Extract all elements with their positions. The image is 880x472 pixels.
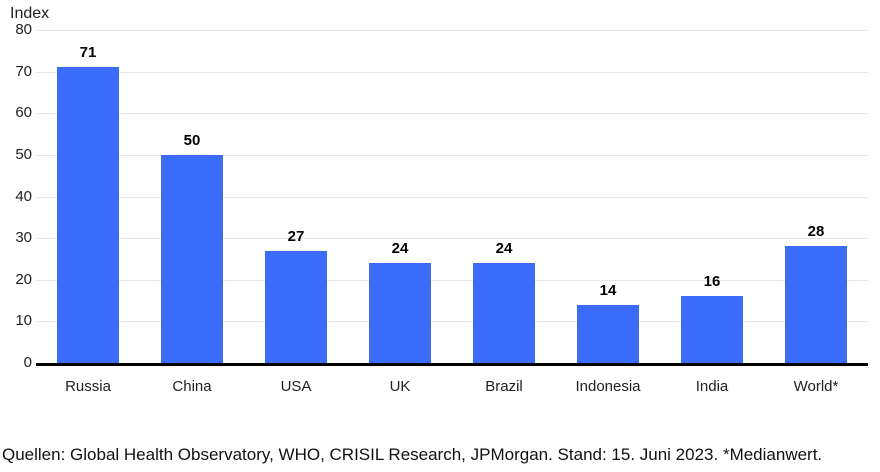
- y-tick-label: 10: [15, 312, 32, 329]
- category-label: World*: [793, 378, 839, 395]
- y-gridline: [36, 113, 868, 114]
- bar-value-label: 24: [391, 240, 409, 257]
- bar: [473, 263, 535, 363]
- source-caption: Quellen: Global Health Observatory, WHO,…: [2, 445, 823, 464]
- bar: [577, 305, 639, 363]
- category-label: USA: [280, 378, 312, 395]
- y-gridline: [36, 280, 868, 281]
- bar: [369, 263, 431, 363]
- category-label: Russia: [65, 378, 111, 395]
- y-tick-label: 40: [15, 188, 32, 205]
- category-label: Indonesia: [575, 378, 641, 395]
- bar-value-label: 71: [79, 44, 97, 61]
- y-tick-label: 60: [15, 104, 32, 121]
- y-tick-label: 20: [15, 271, 32, 288]
- bar-value-label: 50: [183, 132, 201, 149]
- category-label: UK: [389, 378, 411, 395]
- bar-value-label: 24: [495, 240, 513, 257]
- y-tick-label: 30: [15, 229, 32, 246]
- y-tick-label: 80: [15, 21, 32, 38]
- y-tick-label: 0: [23, 354, 32, 371]
- y-tick-label: 70: [15, 63, 32, 80]
- y-gridline: [36, 197, 868, 198]
- y-axis-title: Index: [10, 5, 50, 22]
- bar: [265, 251, 327, 363]
- bar: [57, 67, 119, 363]
- y-gridline: [36, 30, 868, 31]
- category-label: India: [695, 378, 729, 395]
- x-axis-baseline: [36, 363, 868, 366]
- y-gridline: [36, 155, 868, 156]
- bar-value-label: 14: [599, 282, 617, 299]
- bar-value-label: 16: [703, 273, 721, 290]
- bar: [785, 246, 847, 363]
- bar-value-label: 27: [287, 228, 305, 245]
- bar: [161, 155, 223, 363]
- y-gridline: [36, 72, 868, 73]
- bar-value-label: 28: [807, 223, 825, 240]
- bar: [681, 296, 743, 363]
- category-label: Brazil: [485, 378, 523, 395]
- category-label: China: [172, 378, 212, 395]
- y-tick-label: 50: [15, 146, 32, 163]
- y-gridline: [36, 321, 868, 322]
- y-gridline: [36, 238, 868, 239]
